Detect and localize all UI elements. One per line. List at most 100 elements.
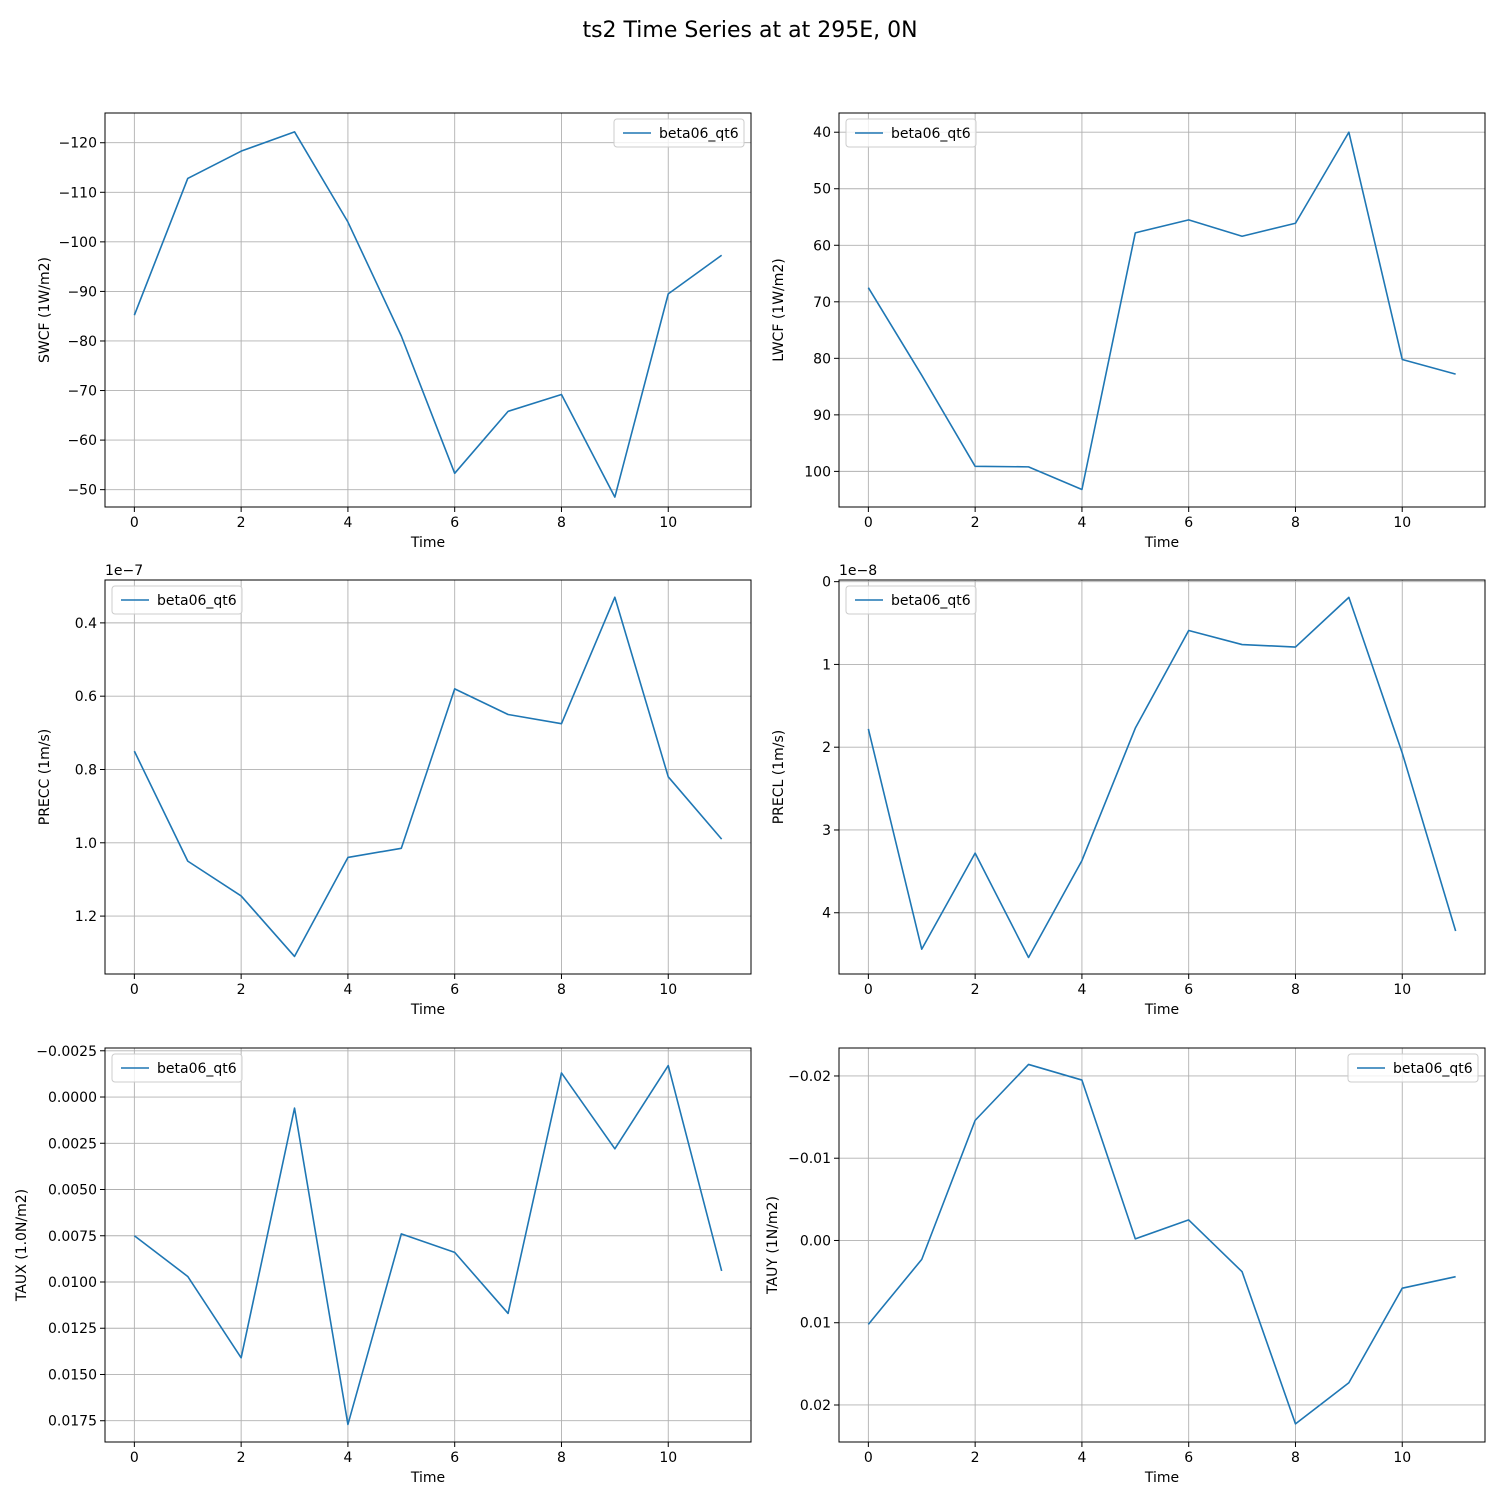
y-tick-label: 0.8 <box>75 762 97 778</box>
subplot-6: 0 2 4 6 8 10 −0.02 −0.01 0.00 0.01 0.02 Time TAUY (1… <box>765 1047 1486 1486</box>
series-line <box>867 1063 1456 1425</box>
x-tick-label: 0 <box>864 982 873 998</box>
y-tick-label: 0.0025 <box>48 1136 97 1152</box>
x-tick-label: 10 <box>659 1450 677 1466</box>
x-tick-label: 8 <box>557 982 566 998</box>
y-tick-label: 50 <box>813 182 831 198</box>
y-tick-label: 1.2 <box>75 909 97 925</box>
y-tick-label: 0.0175 <box>48 1414 97 1430</box>
legend-label: beta06_qt6 <box>659 126 739 142</box>
x-tick-label: 2 <box>971 1450 980 1466</box>
y-tick-label: −80 <box>67 334 97 350</box>
y-tick-label: −0.0025 <box>36 1044 97 1060</box>
x-tick-label: 6 <box>450 1450 459 1466</box>
y-tick-label: 0.4 <box>75 616 97 632</box>
legend-label: beta06_qt6 <box>891 126 971 142</box>
legend-label: beta06_qt6 <box>157 1061 237 1077</box>
y-axis-label: PRECC (1m/s) <box>37 729 53 826</box>
axes-frame <box>104 112 752 508</box>
y-axis-label: PRECL (1m/s) <box>771 730 787 825</box>
y-tick-label: 0.0050 <box>48 1183 97 1199</box>
x-tick-label: 10 <box>1393 1450 1411 1466</box>
x-axis-label: Time <box>410 1002 445 1018</box>
series-line <box>133 131 723 498</box>
x-tick-label: 2 <box>237 1450 246 1466</box>
x-tick-label: 6 <box>1184 1450 1193 1466</box>
series-line <box>867 131 1456 491</box>
y-tick-label: 0.6 <box>75 689 97 705</box>
y-tick-label: −120 <box>59 136 97 152</box>
y-tick-label: 0.0075 <box>48 1229 97 1245</box>
x-axis-label: Time <box>1144 1470 1179 1486</box>
x-tick-label: 10 <box>659 515 677 531</box>
x-tick-label: 8 <box>557 515 566 531</box>
y-tick-label: 100 <box>804 464 831 480</box>
x-axis-label: Time <box>410 1470 445 1486</box>
x-tick-label: 2 <box>237 982 246 998</box>
legend-box <box>845 585 977 615</box>
legend-box <box>111 585 243 615</box>
x-tick-label: 4 <box>343 1450 352 1466</box>
x-tick-label: 0 <box>130 1450 139 1466</box>
legend: beta06_qt6 <box>845 118 977 148</box>
y-tick-label: −0.02 <box>788 1069 831 1085</box>
y-tick-label: 0.0000 <box>48 1090 97 1106</box>
y-tick-label: 0.02 <box>800 1398 831 1414</box>
x-tick-label: 2 <box>971 982 980 998</box>
legend-box <box>845 118 977 148</box>
x-tick-label: 0 <box>130 982 139 998</box>
x-tick-label: 4 <box>343 982 352 998</box>
subplot-5: 0 2 4 6 8 10 −0.0025 0.0000 0.0025 0.0050 0.0075 0.… <box>14 1044 752 1486</box>
x-tick-label: 6 <box>450 515 459 531</box>
legend-label: beta06_qt6 <box>1393 1061 1473 1077</box>
x-tick-label: 2 <box>971 515 980 531</box>
legend: beta06_qt6 <box>111 585 243 615</box>
series-line <box>867 596 1457 959</box>
legend: beta06_qt6 <box>845 585 977 615</box>
y-tick-label: 0.00 <box>800 1233 831 1249</box>
legend-label: beta06_qt6 <box>891 593 971 609</box>
y-tick-label: 4 <box>822 906 831 922</box>
y-tick-label: −70 <box>67 384 97 400</box>
x-tick-label: 10 <box>659 982 677 998</box>
subplot-4: 0 2 4 6 8 10 0 1 2 3 4 Time PRECL (1m/s) 1e−8 beta06_q… <box>771 563 1486 1018</box>
y-tick-label: 0.0150 <box>48 1367 97 1383</box>
y-tick-label: −100 <box>59 235 97 251</box>
x-tick-label: 0 <box>130 515 139 531</box>
x-axis-label: Time <box>1144 535 1179 551</box>
legend: beta06_qt6 <box>1347 1053 1479 1083</box>
y-tick-label: 0 <box>822 575 831 591</box>
x-tick-label: 6 <box>450 982 459 998</box>
y-tick-label: 80 <box>813 351 831 367</box>
y-axis-label: SWCF (1W/m2) <box>37 257 53 363</box>
y-axis-label: TAUX (1.0N/m2) <box>14 1189 30 1302</box>
y-tick-label: −110 <box>59 185 97 201</box>
legend: beta06_qt6 <box>111 1053 243 1083</box>
figure-title: ts2 Time Series at at 295E, 0N <box>582 18 917 43</box>
x-axis-label: Time <box>1144 1002 1179 1018</box>
y-tick-label: −90 <box>67 284 97 300</box>
subplots: 0 2 4 6 8 10 −120 −110 −100 −90 −80 −70 −60 −50 Time SW… <box>14 112 1486 1486</box>
y-tick-label: 40 <box>813 125 831 141</box>
y-tick-label: 3 <box>822 823 831 839</box>
axes-frame <box>104 579 752 975</box>
x-tick-label: 4 <box>343 515 352 531</box>
x-tick-label: 4 <box>1077 982 1086 998</box>
y-tick-label: −50 <box>67 483 97 499</box>
series-line <box>133 1064 723 1426</box>
subplot-3: 0 2 4 6 8 10 0.4 0.6 0.8 1.0 1.2 Time PRECC (1m/s) 1e… <box>37 563 752 1018</box>
legend-label: beta06_qt6 <box>157 593 237 609</box>
x-tick-label: 6 <box>1184 515 1193 531</box>
legend-box <box>613 118 745 148</box>
x-tick-label: 8 <box>1291 982 1300 998</box>
y-tick-label: 0.0100 <box>48 1275 97 1291</box>
y-axis-label: LWCF (1W/m2) <box>771 258 787 362</box>
y-tick-label: 60 <box>813 238 831 254</box>
x-tick-label: 4 <box>1077 1450 1086 1466</box>
legend-box <box>111 1053 243 1083</box>
x-axis-label: Time <box>410 535 445 551</box>
axes-frame <box>838 579 1486 975</box>
x-tick-label: 8 <box>1291 515 1300 531</box>
y-tick-label: −60 <box>67 433 97 449</box>
